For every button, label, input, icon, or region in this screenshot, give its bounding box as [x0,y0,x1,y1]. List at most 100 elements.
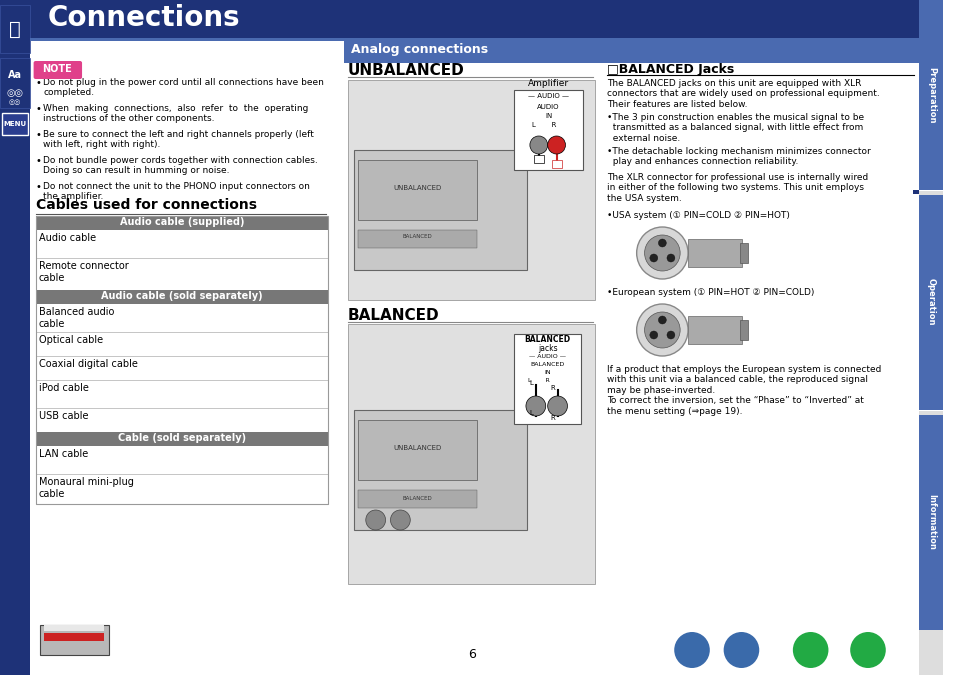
Text: Balanced audio
cable: Balanced audio cable [38,307,113,329]
Text: BALANCED: BALANCED [530,362,564,367]
Bar [0,58,30,108]
Text: Do not plug in the power cord until all connections have been
completed.: Do not plug in the power cord until all … [44,78,324,97]
Text: Do not connect the unit to the PHONO input connectors on
the amplifier.: Do not connect the unit to the PHONO inp… [44,182,310,201]
Text: Coaxial digital cable: Coaxial digital cable [38,359,137,369]
Bar [919,410,943,411]
Bar [687,239,741,267]
Text: R: R [550,415,555,421]
Text: jacks: jacks [537,344,557,353]
Bar [35,216,328,504]
FancyBboxPatch shape [33,61,82,79]
Text: BALANCED: BALANCED [348,308,439,323]
Bar [919,190,943,191]
Text: — AUDIO —: — AUDIO — [529,354,565,359]
Bar [30,38,919,41]
Text: Cable (sold separately): Cable (sold separately) [118,433,246,443]
Circle shape [849,632,884,668]
Text: LAN cable: LAN cable [38,449,88,459]
Bar [354,410,526,530]
Bar [354,150,526,270]
Bar [534,155,543,163]
Circle shape [658,239,665,247]
Bar [687,316,741,344]
Bar [35,290,328,304]
Bar [45,633,104,641]
Bar [514,90,582,170]
Text: L       R: L R [527,378,549,383]
Bar [919,0,943,675]
Circle shape [674,632,709,668]
Circle shape [666,254,674,262]
Bar [30,0,919,38]
Text: •: • [35,182,41,192]
Bar [39,625,109,655]
Bar [344,41,919,63]
Bar [919,0,943,190]
Bar [35,216,328,230]
Text: •The 3 pin construction enables the musical signal to be
  transmitted as a bala: •The 3 pin construction enables the musi… [606,113,863,143]
Text: Aa: Aa [8,70,22,80]
Text: Remote connector
cable: Remote connector cable [38,261,128,283]
Text: •: • [35,130,41,140]
Text: UNBALANCED: UNBALANCED [393,185,441,191]
Text: IN: IN [544,113,552,119]
Text: Cables used for connections: Cables used for connections [35,198,256,212]
Text: •USA system (① PIN=COLD ② PIN=HOT): •USA system (① PIN=COLD ② PIN=HOT) [606,211,789,220]
Text: BALANCED: BALANCED [402,234,432,240]
Text: Audio cable (sold separately): Audio cable (sold separately) [101,291,262,301]
Bar [740,243,747,263]
Circle shape [658,316,665,324]
Bar [919,415,943,630]
Bar [357,230,476,248]
Circle shape [390,510,410,530]
Text: Operation: Operation [925,278,935,326]
Bar [348,80,595,300]
Text: MENU: MENU [3,121,27,127]
Bar [514,334,580,424]
Circle shape [529,136,547,154]
Text: Monaural mini-plug
cable: Monaural mini-plug cable [38,477,133,499]
Circle shape [649,331,657,339]
Text: Be sure to connect the left and right channels properly (left
with left, right w: Be sure to connect the left and right ch… [44,130,314,149]
Text: Do not bundle power cords together with connection cables.
Doing so can result i: Do not bundle power cords together with … [44,156,318,176]
Bar [357,490,476,508]
Bar [45,625,104,631]
Text: UNBALANCED: UNBALANCED [348,63,464,78]
Text: If a product that employs the European system is connected
with this unit via a : If a product that employs the European s… [606,365,881,416]
Circle shape [792,632,827,668]
Text: •The detachable locking mechanism minimizes connector
  play and enhances connec: •The detachable locking mechanism minimi… [606,147,870,167]
Bar [740,320,747,340]
Text: BALANCED: BALANCED [402,495,432,500]
Bar [357,160,476,220]
Text: □BALANCED Jacks: □BALANCED Jacks [606,63,734,76]
Text: Optical cable: Optical cable [38,335,103,345]
Bar [0,5,30,53]
Text: ◎◎: ◎◎ [9,99,21,105]
Text: NOTE: NOTE [43,64,72,74]
Text: The BALANCED jacks on this unit are equipped with XLR
connectors that are widely: The BALANCED jacks on this unit are equi… [606,79,879,109]
Text: BALANCED: BALANCED [524,335,570,344]
Text: R: R [550,385,555,391]
Bar [348,324,595,584]
Text: Analog connections: Analog connections [351,43,488,56]
Text: L: L [528,410,533,416]
Circle shape [723,632,759,668]
Circle shape [547,136,565,154]
Circle shape [547,396,567,416]
Text: IN: IN [544,370,551,375]
Text: Information: Information [925,494,935,550]
Text: USB cable: USB cable [38,411,88,421]
Circle shape [636,227,687,279]
Text: •: • [35,104,41,114]
Text: ◎◎: ◎◎ [7,88,23,98]
Circle shape [666,331,674,339]
Text: 6: 6 [467,649,475,662]
Text: •European system (① PIN=HOT ② PIN=COLD): •European system (① PIN=HOT ② PIN=COLD) [606,288,814,297]
Bar [2,113,28,135]
Text: Preparation: Preparation [925,67,935,124]
Circle shape [636,304,687,356]
Circle shape [644,235,679,271]
Text: The XLR connector for professional use is internally wired
in either of the foll: The XLR connector for professional use i… [606,173,867,202]
Bar [357,420,476,480]
Circle shape [525,396,545,416]
